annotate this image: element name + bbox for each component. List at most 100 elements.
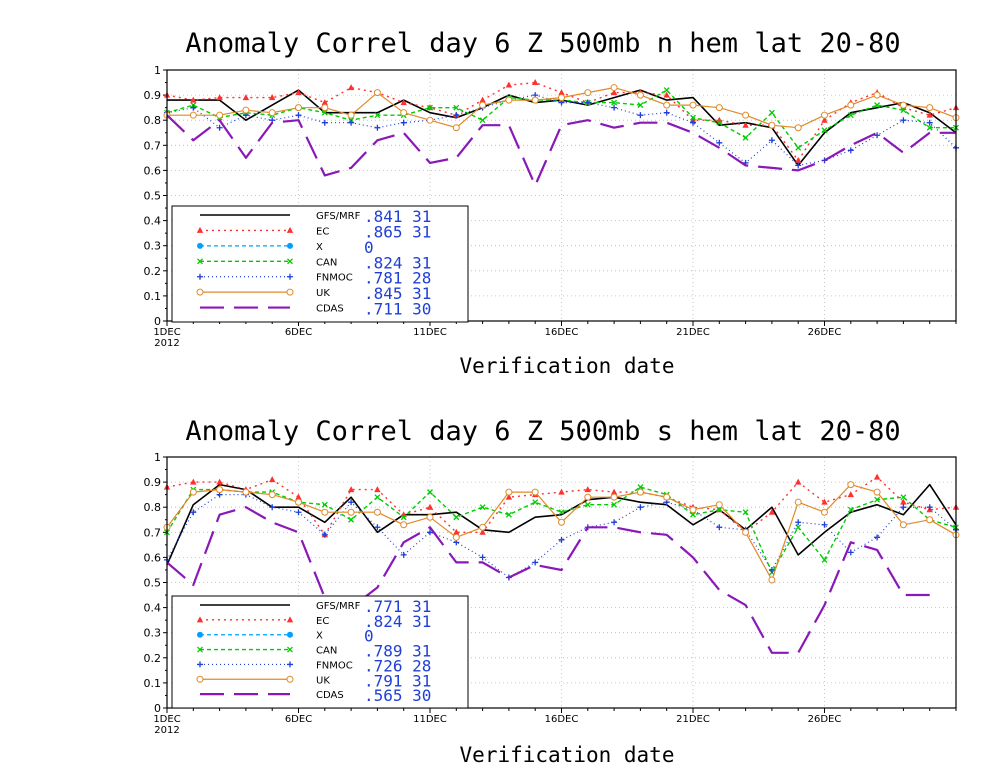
plot-frame [166,456,957,709]
data-point-ec [558,89,565,96]
data-point-fnmoc [821,521,828,528]
data-point-ec [216,94,223,101]
data-point-ec [190,478,197,485]
data-point-uk [610,84,618,92]
data-point-uk [479,101,487,109]
data-point-can [558,509,565,516]
data-point-ec [742,121,749,128]
data-point-ec [505,493,513,500]
data-point-uk [400,521,408,529]
legend-series-name: X [316,242,323,253]
data-point-ec [795,156,802,163]
legend-series-name: X [316,631,323,642]
data-point-can [427,104,433,111]
x-tick-label: 21DEC [676,714,710,725]
data-point-ec [321,99,328,106]
data-point-fnmoc [874,132,881,139]
legend-series-name: UK [316,288,330,299]
legend-marker [197,273,203,280]
legend-marker [286,616,294,623]
data-point-ec [426,503,434,510]
data-point-ec [610,89,618,96]
legend-series-stat: .845 31 [364,284,431,303]
data-point-can [400,514,407,521]
data-point-ec [269,476,276,483]
data-point-uk [768,576,776,584]
data-point-uk [689,101,697,109]
series-line-cdas [166,506,930,654]
data-point-uk [242,488,250,496]
data-point-uk [373,508,381,516]
x-tick-label: 16DEC [545,327,579,338]
data-point-ec [532,79,539,86]
data-point-fnmoc [663,109,670,116]
y-tick-label: 0.2 [144,652,162,665]
data-point-uk [452,124,460,132]
data-point-uk [558,94,565,102]
data-point-uk [899,101,907,109]
data-point-uk [584,89,592,97]
data-point-fnmoc [427,529,433,536]
data-point-can [926,124,933,131]
data-point-ec [400,99,407,106]
data-point-fnmoc [768,566,775,573]
y-tick-label: 0.2 [144,265,162,278]
legend-marker [197,258,203,265]
y-tick-label: 1 [154,64,161,77]
data-point-can [321,501,328,508]
legend-marker [287,661,293,668]
data-point-uk [347,111,355,119]
y-tick-label: 0.7 [144,139,162,152]
legend-marker [196,616,204,623]
x-tick-sublabel: 2012 [154,725,179,736]
chart-title: Anomaly Correl day 6 Z 500mb s hem lat 2… [185,416,900,447]
x-axis-label: Verification date [460,354,675,378]
data-point-ec [347,486,355,493]
data-point-uk [216,111,224,119]
data-point-ec [610,488,618,495]
data-point-ec [689,116,697,123]
legend: GFS/MRF .771 31 EC .824 31 X 0 CAN .789 31 FNMOC… [171,595,469,709]
data-point-can [584,501,591,508]
legend-series-stat: .791 31 [364,671,431,690]
legend-series-stat: .841 31 [364,207,431,226]
legend-series-name: FNMOC [316,273,353,284]
legend-series-stat: .771 31 [364,597,431,616]
legend-box [171,205,469,323]
data-point-uk [610,493,618,501]
data-point-uk [663,493,671,501]
data-point-fnmoc [321,119,328,126]
data-point-uk [505,96,513,104]
data-point-ec [900,498,907,505]
data-point-uk [426,116,434,124]
data-point-fnmoc [874,534,881,541]
legend-marker [196,226,204,233]
x-tick-label: 26DEC [808,714,842,725]
data-point-can [900,494,907,501]
data-point-uk [821,111,828,119]
legend-series-stat: .865 31 [364,222,431,241]
data-point-can [611,99,618,106]
data-point-can [821,127,828,134]
data-point-uk [400,109,408,117]
data-point-ec [347,84,355,91]
data-point-uk [821,508,828,516]
data-point-uk [847,481,855,489]
data-point-fnmoc [400,551,407,558]
data-point-uk [347,508,355,516]
legend-series-stat: .781 28 [364,269,431,288]
data-point-fnmoc [900,117,907,124]
y-tick-label: 0.8 [144,501,162,514]
data-point-fnmoc [321,531,328,538]
data-point-can [795,144,802,151]
series-line-cdas [166,114,956,187]
data-point-can [374,494,381,501]
data-point-uk [426,513,434,521]
legend-marker [197,646,203,653]
data-point-uk [295,498,302,506]
data-point-fnmoc [716,524,723,531]
data-point-fnmoc [190,509,197,516]
data-point-fnmoc [532,559,539,566]
legend-series-stat: .789 31 [364,642,431,661]
data-point-fnmoc [374,524,381,531]
